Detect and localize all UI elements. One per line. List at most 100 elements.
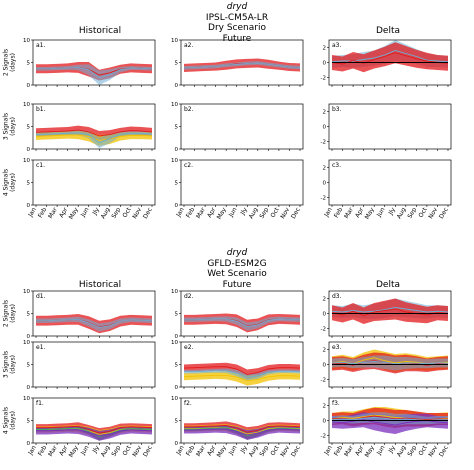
x-tick-label: Jun <box>79 206 90 219</box>
panel-label: c1. <box>36 162 45 169</box>
y-tick-label: 2 <box>323 46 327 52</box>
block2-col-delta: Delta <box>376 280 400 290</box>
x-tick-label: Mar <box>195 206 207 220</box>
y-tick-label: 10 <box>171 102 178 108</box>
x-tick-label: Jan <box>175 206 186 219</box>
panel-label: c2. <box>184 162 193 169</box>
x-tick-label: Apr <box>206 206 218 219</box>
x-tick-label: Jun <box>375 206 386 219</box>
panel-label: c3. <box>332 162 341 169</box>
y-tick-label: -2 <box>321 327 326 333</box>
series-line-red <box>331 308 449 317</box>
x-tick-label: Jan <box>323 206 334 219</box>
x-tick-label: Apr <box>58 444 70 457</box>
x-tick-label: Mar <box>47 206 59 220</box>
y-tick-label: 0 <box>175 441 179 447</box>
y-tick-label: -2 <box>321 434 326 440</box>
series-line-blue <box>183 62 301 69</box>
panel-label: f3. <box>332 400 340 407</box>
x-tick-label: Oct <box>121 206 133 219</box>
row-label-1-1: 2 Signals (days) <box>3 49 17 76</box>
row-label-line: (days) <box>10 173 17 192</box>
series-line-blue <box>184 318 301 328</box>
x-tick-label: Jun <box>227 444 238 457</box>
block2-col-historical: Historical <box>79 280 121 290</box>
x-tick-label: Oct <box>269 444 281 457</box>
block2-model-title: GFLD-ESM2G <box>207 259 266 269</box>
series-line-blue <box>331 307 449 313</box>
row-label-line: 3 Signals <box>3 113 10 140</box>
y-tick-label: 10 <box>171 289 178 295</box>
series-line-red <box>36 425 153 434</box>
x-tick-label: Feb <box>333 444 344 457</box>
x-tick-label: Oct <box>417 206 429 219</box>
row-label-line: 2 Signals <box>3 300 10 327</box>
row-label-line: (days) <box>10 304 17 323</box>
block1-col-historical: Historical <box>79 26 121 36</box>
series-band-red <box>332 42 448 73</box>
x-tick-label: Oct <box>121 444 133 457</box>
x-tick-label: Jly <box>91 444 101 455</box>
panel-label: d1. <box>36 293 46 300</box>
x-tick-label: Jly <box>91 206 101 217</box>
x-tick-label: Feb <box>37 444 48 457</box>
x-tick-label: Sep <box>258 206 270 219</box>
block1-col-delta: Delta <box>376 26 400 36</box>
x-tick-label: Dec <box>438 445 450 459</box>
x-tick-label: Sep <box>406 206 418 219</box>
x-tick-label: Oct <box>417 444 429 457</box>
x-tick-label: Dec <box>142 445 154 459</box>
panel-a1: a1. 0 5 10 <box>23 38 156 89</box>
series-line-red <box>184 424 301 433</box>
series-line-blue <box>36 318 153 328</box>
panel-label: e2. <box>184 344 194 351</box>
x-tick-label: Dec <box>290 207 302 221</box>
y-tick-label: 10 <box>23 396 30 402</box>
y-tick-label: 10 <box>171 158 178 164</box>
y-tick-label: 0 <box>323 125 327 131</box>
block1-model-title: IPSL-CM5A-LR <box>206 13 268 23</box>
row-label-2-3: 4 Signals (days) <box>3 407 17 434</box>
series-line-red <box>183 366 301 375</box>
x-tick-label: Feb <box>185 444 196 457</box>
row-label-2-1: 2 Signals (days) <box>3 300 17 327</box>
x-tick-label: Mar <box>343 206 355 220</box>
y-tick-label: 5 <box>27 419 31 425</box>
x-tick-label: Mar <box>343 444 355 458</box>
panel-d3: d3. -2 0 2 <box>321 290 452 338</box>
x-tick-label: Jly <box>239 444 249 455</box>
series-line-red <box>331 52 449 65</box>
panel-a2: a2. 0 5 10 <box>171 38 304 89</box>
series-line-red <box>35 129 153 137</box>
block1-col-future: Future <box>223 34 252 44</box>
y-tick-label: 0 <box>27 147 31 153</box>
panel-label: f1. <box>36 400 44 407</box>
x-tick-label: Feb <box>185 206 196 219</box>
y-tick-label: 5 <box>175 363 179 369</box>
x-tick-label: Jun <box>227 206 238 219</box>
titles-layer: dryd IPSL-CM5A-LR Dry Scenario Historica… <box>79 2 400 290</box>
panel-d1: d1. 0 5 10 <box>23 289 156 340</box>
row-label-1-3: 4 Signals (days) <box>3 169 17 196</box>
x-tick-label: Sep <box>258 444 270 457</box>
series-line-purple <box>184 428 301 436</box>
panel-label: a2. <box>184 42 193 49</box>
y-tick-label: -2 <box>321 76 326 82</box>
x-tick-label: Apr <box>206 444 218 457</box>
row-label-line: (days) <box>10 355 17 374</box>
x-tick-label: Jly <box>387 206 397 217</box>
x-tick-label: Feb <box>37 206 48 219</box>
y-tick-label: 0 <box>175 147 179 153</box>
panel-label: d2. <box>184 293 194 300</box>
row-label-line: (days) <box>10 117 17 136</box>
x-tick-label: Jly <box>387 444 397 455</box>
panels-layer: 2 Signals (days)3 Signals (days)4 Signals(… <box>3 38 452 459</box>
y-tick-label: 0 <box>323 61 327 67</box>
y-tick-label: 2 <box>323 166 327 172</box>
y-tick-label: 10 <box>23 102 30 108</box>
y-tick-label: 0 <box>175 385 179 391</box>
y-tick-label: 10 <box>171 38 178 44</box>
panel-e1: e1. 0 5 10 <box>23 340 156 391</box>
y-tick-label: -2 <box>321 140 326 146</box>
